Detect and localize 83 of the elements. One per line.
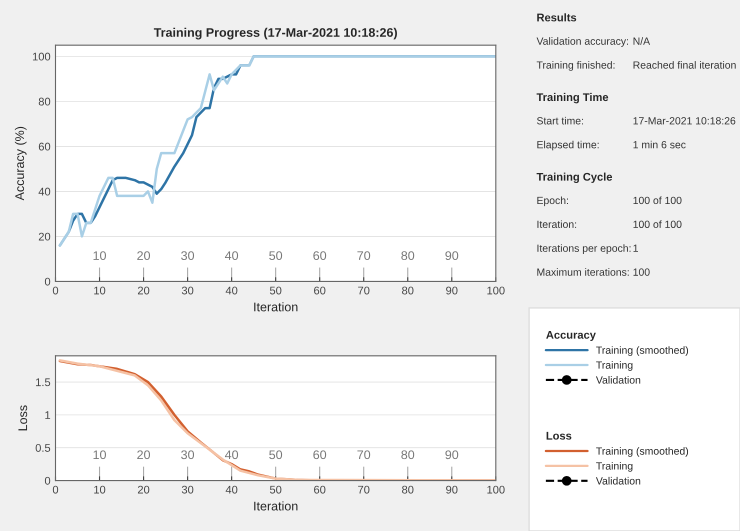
x-tick-label: 100	[487, 286, 505, 294]
x-tick-label: 20	[138, 486, 150, 494]
x-tick-label: 10	[94, 486, 106, 494]
y-tick-label: 1.5	[36, 378, 50, 386]
x-tick-label: 100	[487, 486, 505, 494]
text: Training Time	[536, 92, 608, 104]
x-tick-label: 30	[182, 486, 194, 494]
text: Iteration:	[537, 220, 576, 228]
y-tick-label: 1	[45, 411, 50, 419]
x2-tick-label: 90	[445, 450, 458, 460]
x-tick-label: 90	[446, 286, 458, 294]
x-tick-label: 20	[138, 286, 150, 294]
x2-tick-label: 10	[94, 450, 106, 460]
x2-tick-label: 70	[357, 450, 370, 460]
text: Maximum iterations:	[537, 268, 629, 276]
chart-title: Training Progress (17-Mar-2021 10:18:26)	[154, 28, 397, 40]
x-tick-label: 40	[226, 286, 238, 294]
x2-tick-label: 20	[137, 450, 150, 460]
x2-tick-label: 40	[224, 450, 238, 460]
text: Epoch:	[537, 196, 568, 206]
x2-tick-label: 20	[137, 251, 150, 260]
x2-tick-label: 80	[401, 251, 414, 260]
x-tick-label: 10	[94, 286, 106, 294]
x-tick-label: 70	[358, 486, 370, 494]
text: Start time:	[536, 116, 584, 124]
y-axis-title: Accuracy (%)	[14, 126, 27, 200]
x2-tick-label: 50	[269, 450, 282, 460]
text: Training finished:	[536, 61, 614, 71]
y-tick-label: 100	[32, 52, 50, 61]
x-tick-label: 60	[314, 486, 326, 494]
text: 100 of 100	[633, 220, 682, 228]
x-tick-label: 50	[270, 486, 282, 494]
x-tick-label: 80	[402, 486, 414, 494]
x2-tick-label: 30	[181, 251, 194, 260]
text: N/A	[634, 37, 650, 45]
x-axis-title: Iteration	[254, 302, 298, 312]
text: 1	[633, 244, 638, 252]
y-tick-label: 0.5	[36, 444, 50, 452]
legend-label: Training	[596, 462, 632, 472]
legend-title: Accuracy	[546, 331, 596, 341]
x-tick-label: 60	[314, 286, 326, 294]
x-tick-label: 40	[226, 486, 238, 494]
x2-tick-label: 90	[445, 251, 458, 260]
text: 100	[633, 268, 650, 276]
x2-tick-label: 40	[224, 251, 238, 260]
x2-tick-label: 80	[401, 450, 414, 460]
y-tick-label: 20	[38, 232, 50, 241]
text: Training Cycle	[536, 172, 612, 183]
text: 1 min 6 sec	[633, 140, 686, 148]
legend-label: Training (smoothed)	[596, 447, 688, 457]
text: Elapsed time:	[537, 140, 599, 150]
y-axis-title: Loss	[18, 405, 28, 430]
x-tick-label: 30	[182, 286, 194, 294]
x2-tick-label: 30	[181, 450, 194, 460]
line-series	[58, 55, 496, 247]
legend-label: Training	[596, 361, 632, 371]
x2-tick-label: 10	[94, 251, 106, 260]
text: Results	[537, 13, 576, 22]
y-tick-label: 60	[38, 142, 50, 151]
y-tick-label: 40	[38, 188, 50, 196]
text: Validation accuracy:	[536, 37, 628, 47]
x-axis-title: Iteration	[254, 501, 298, 511]
legend-label: Training (smoothed)	[596, 346, 688, 356]
x-tick-label: 90	[446, 486, 458, 494]
x-tick-label: 0	[52, 286, 58, 294]
legend-title: Loss	[546, 432, 572, 440]
y-tick-label: 0	[44, 278, 50, 286]
x2-tick-label: 70	[357, 251, 370, 260]
y-tick-label: 80	[38, 98, 50, 106]
legend-label: Validation	[596, 476, 640, 485]
x-tick-label: 70	[358, 286, 370, 294]
x-tick-label: 50	[270, 286, 282, 294]
y-tick-label: 0	[44, 476, 50, 485]
text: 17-Mar-2021 10:18:26	[633, 117, 736, 124]
x-tick-label: 0	[52, 486, 58, 494]
text: 100 of 100	[633, 196, 682, 204]
x-tick-label: 80	[402, 286, 414, 294]
text: Reached final iteration	[634, 61, 736, 69]
text: Iterations per epoch:	[537, 244, 631, 254]
x2-tick-label: 60	[313, 450, 326, 460]
legend-label: Validation	[596, 376, 640, 384]
x2-tick-label: 50	[269, 251, 282, 260]
x2-tick-label: 60	[313, 251, 326, 260]
